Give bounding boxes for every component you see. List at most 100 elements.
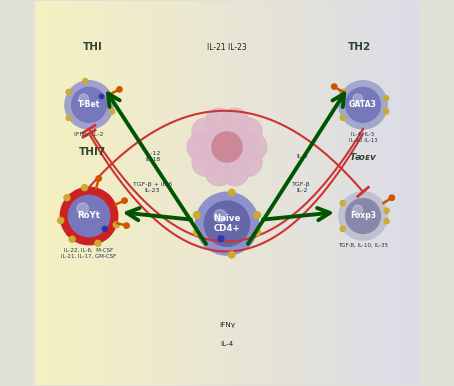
Bar [251,2,256,384]
Text: IL-4: IL-4 [296,154,307,159]
Text: IL-4: IL-4 [220,341,234,347]
Bar [40,2,45,384]
Text: IL-4, IL-5
IL-10 IL-13: IL-4, IL-5 IL-10 IL-13 [349,132,377,143]
Circle shape [77,203,89,215]
Circle shape [193,212,200,218]
Bar [328,2,332,384]
Bar [212,2,217,384]
Circle shape [69,195,110,237]
Bar [117,2,122,384]
Circle shape [384,208,389,213]
Bar [285,2,289,384]
Circle shape [64,195,70,201]
Bar [141,2,146,384]
Circle shape [72,88,106,122]
Bar [107,2,112,384]
Circle shape [389,195,395,200]
Bar [98,2,103,384]
Circle shape [234,118,262,146]
Text: Tᴔᴇᴠ: Tᴔᴇᴠ [350,153,376,162]
Bar [169,2,174,384]
Bar [146,2,150,384]
Bar [304,2,308,384]
Bar [54,2,59,384]
Text: TGF-β + IL-6
IL-23: TGF-β + IL-6 IL-23 [133,182,172,193]
Text: T-Bet: T-Bet [78,100,100,109]
Text: TGF-B, IL-10, IL-35: TGF-B, IL-10, IL-35 [338,243,388,248]
Bar [242,2,246,384]
Circle shape [60,187,118,245]
Bar [79,2,83,384]
Circle shape [205,158,233,186]
Circle shape [384,109,389,114]
Bar [232,2,237,384]
Bar [313,2,318,384]
Bar [88,2,93,384]
Circle shape [218,236,224,242]
Text: IFNγ  IL-2: IFNγ IL-2 [74,132,104,137]
Bar [395,2,400,384]
Bar [409,2,414,384]
Bar [256,2,261,384]
Bar [404,2,409,384]
Bar [265,2,270,384]
Circle shape [196,192,258,255]
Bar [184,2,189,384]
Bar [35,2,40,384]
Bar [50,2,54,384]
Circle shape [102,226,108,232]
Bar [280,2,285,384]
Circle shape [69,236,75,242]
Bar [150,2,155,384]
Bar [318,2,323,384]
Circle shape [353,205,363,215]
Bar [126,2,131,384]
Circle shape [187,133,215,161]
Text: THI7: THI7 [79,147,107,157]
Text: THI: THI [83,42,103,52]
Bar [380,2,385,384]
Text: Naive
CD4+: Naive CD4+ [213,214,241,234]
Text: TH2: TH2 [348,42,371,52]
Circle shape [83,78,88,83]
Circle shape [353,94,363,104]
Circle shape [192,118,220,146]
Bar [261,2,265,384]
Bar [323,2,328,384]
Bar [155,2,160,384]
Bar [136,2,141,384]
Circle shape [340,200,345,206]
Bar [165,2,169,384]
Circle shape [110,109,115,114]
Circle shape [214,210,227,222]
Bar [198,2,203,384]
Bar [366,2,371,384]
Bar [237,2,242,384]
Circle shape [58,217,64,223]
Circle shape [345,88,380,122]
Circle shape [212,132,242,162]
Circle shape [384,96,389,101]
Circle shape [96,176,101,181]
Circle shape [79,94,89,104]
Bar [270,2,275,384]
Text: IL-21 IL-23: IL-21 IL-23 [207,43,247,52]
Circle shape [205,108,233,136]
Bar [332,2,337,384]
Circle shape [110,96,115,101]
Bar [347,2,351,384]
Bar [371,2,375,384]
Circle shape [234,149,262,176]
Bar [217,2,222,384]
Bar [45,2,50,384]
Circle shape [66,90,71,95]
Circle shape [331,84,337,89]
Bar [179,2,184,384]
Bar [193,2,198,384]
Circle shape [114,222,119,228]
Bar [208,2,212,384]
Bar [189,2,193,384]
Bar [275,2,280,384]
Text: RoYt: RoYt [78,212,100,220]
Text: IFNγ: IFNγ [219,322,235,328]
